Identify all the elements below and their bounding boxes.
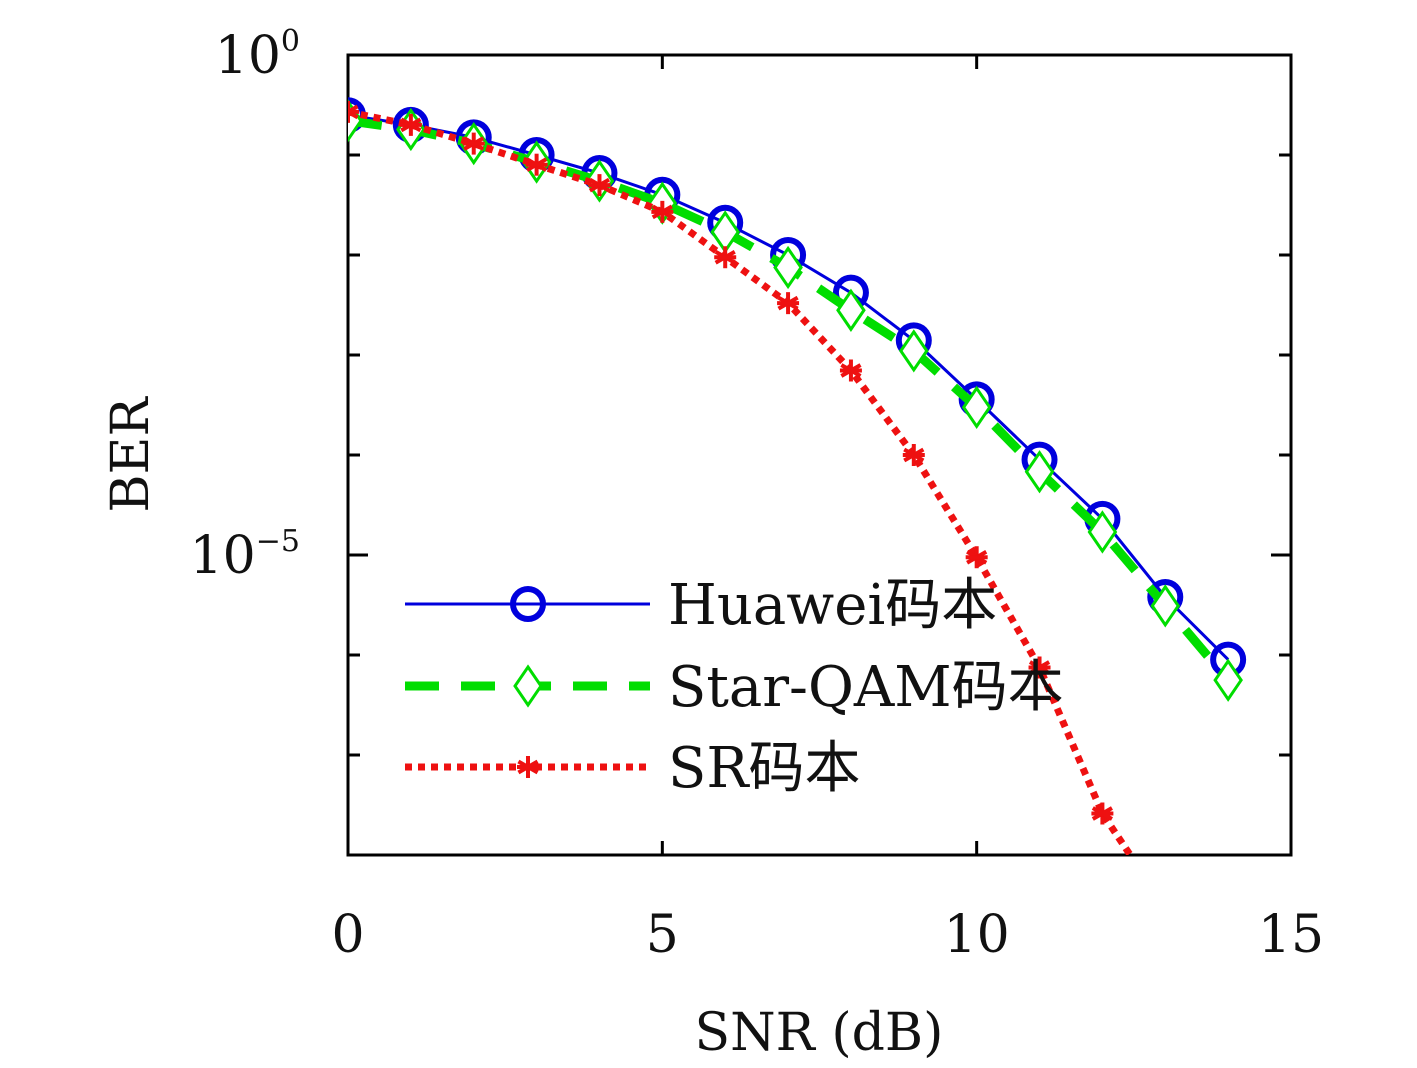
- data-point: [1024, 450, 1055, 494]
- data-point: [836, 288, 866, 332]
- plot-area: [346, 53, 1293, 857]
- asterisk-stroke: [348, 104, 359, 115]
- data-point: [525, 153, 548, 176]
- data-point: [961, 385, 992, 429]
- data-point: [588, 174, 611, 197]
- series-2: [348, 100, 1239, 1048]
- data-point: [1213, 658, 1243, 702]
- data-point: [839, 359, 862, 382]
- data-point: [902, 444, 925, 466]
- data-point: [348, 100, 359, 123]
- series-layer: [348, 97, 1247, 1048]
- y-tick-label: 100: [215, 24, 300, 86]
- x-tick-label: 15: [1258, 905, 1324, 965]
- x-tick-label: 10: [944, 905, 1010, 965]
- legend-marker: [510, 586, 546, 622]
- legend-label: SR码本: [668, 736, 861, 801]
- asterisk-stroke: [348, 109, 359, 120]
- x-tick-label: 0: [331, 905, 364, 965]
- asterisk-stroke: [1219, 1032, 1238, 1043]
- y-tick-base: 10: [190, 526, 256, 586]
- data-point: [898, 329, 929, 373]
- asterisk-stroke: [1156, 902, 1175, 913]
- x-tick-label: 5: [646, 905, 679, 965]
- data-point: [714, 246, 737, 269]
- series-1: [348, 99, 1243, 702]
- legend: Huawei码本 Star-QAM码本 SR码本: [405, 573, 1064, 801]
- data-point: [1091, 802, 1114, 825]
- legend-label: Huawei码本: [668, 573, 997, 638]
- data-point: [773, 245, 803, 290]
- data-point: [1087, 510, 1118, 554]
- y-tick-exponent: −5: [256, 524, 300, 559]
- y-tick-base: 10: [215, 26, 281, 86]
- data-point: [1154, 896, 1176, 918]
- data-point: [651, 200, 674, 223]
- asterisk-stroke: [1156, 902, 1175, 913]
- y-tick-label: 10−5: [190, 524, 300, 586]
- data-point: [1028, 656, 1051, 679]
- asterisk-stroke: [1219, 1032, 1238, 1043]
- data-point: [965, 546, 988, 569]
- legend-label: Star-QAM码本: [668, 655, 1064, 720]
- x-axis-title: SNR (dB): [695, 1003, 944, 1063]
- y-axis-title: BER: [101, 395, 161, 512]
- data-point: [777, 292, 800, 315]
- legend-marker: [517, 756, 539, 778]
- data-point: [1217, 1026, 1239, 1048]
- y-tick-exponent: 0: [281, 24, 300, 59]
- legend-marker: [513, 664, 543, 708]
- data-point: [1150, 584, 1181, 628]
- data-point: [462, 132, 485, 155]
- data-point: [399, 113, 422, 136]
